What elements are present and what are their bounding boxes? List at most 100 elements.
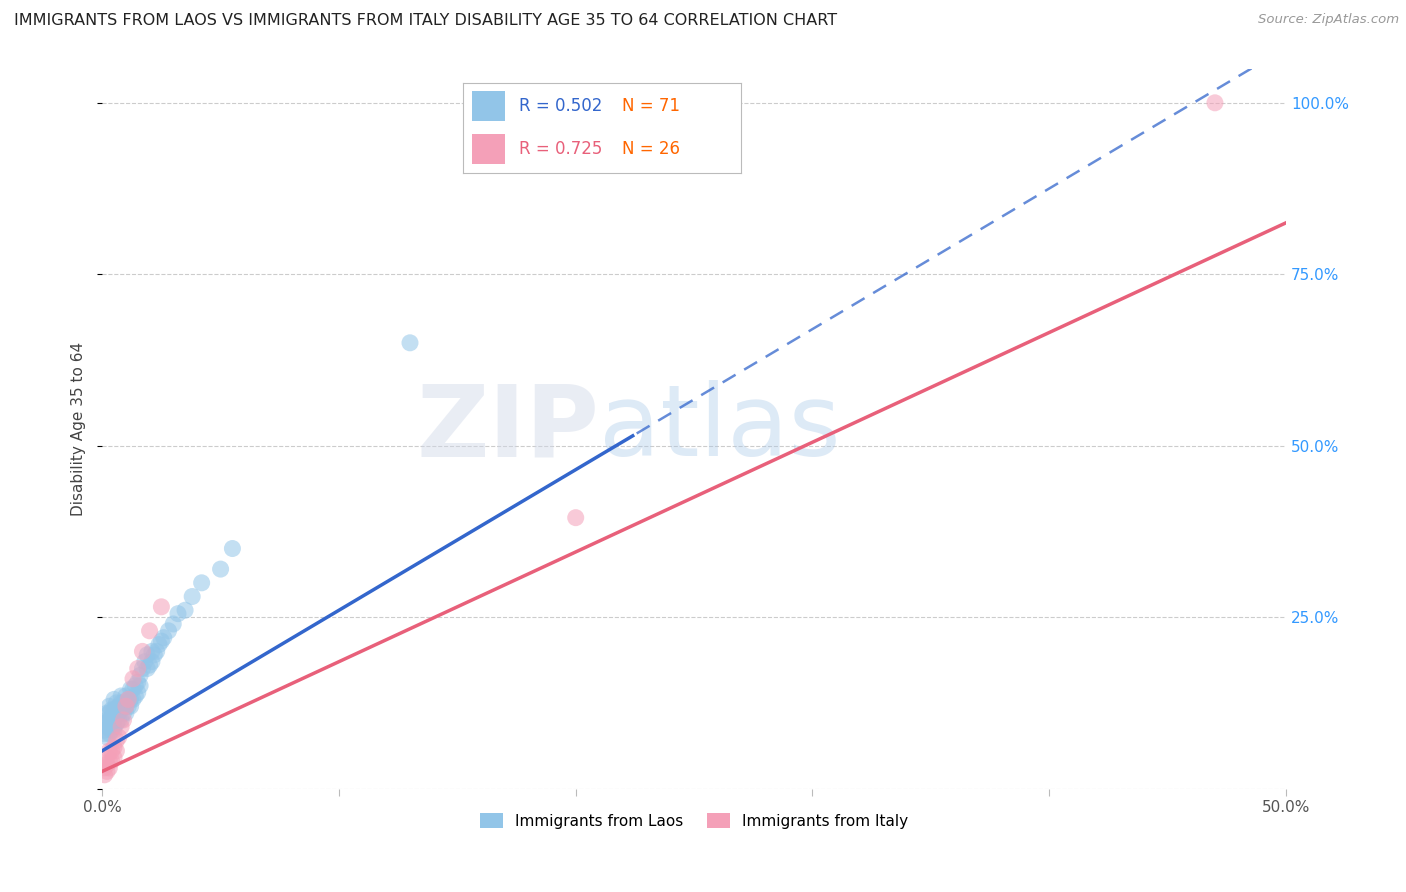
Point [127, 661, 149, 675]
Point [167, 607, 190, 621]
Point [136, 648, 159, 662]
Point [152, 631, 174, 645]
Point [103, 703, 125, 717]
Point [110, 696, 132, 710]
Point [127, 685, 149, 699]
Point [93, 726, 115, 740]
Point [138, 658, 160, 673]
Point [100, 744, 122, 758]
Point [221, 541, 243, 556]
Point [100, 703, 122, 717]
Point [148, 638, 170, 652]
Point [127, 675, 149, 690]
Point [120, 692, 142, 706]
Point [103, 713, 125, 727]
Point [129, 668, 152, 682]
Point [96, 730, 118, 744]
Point [93, 716, 115, 731]
Point [112, 706, 135, 720]
Point [1204, 95, 1226, 110]
Point [107, 699, 129, 714]
Point [141, 655, 163, 669]
Point [174, 603, 197, 617]
Point [120, 682, 142, 697]
Point [93, 768, 115, 782]
Point [93, 723, 115, 738]
Point [209, 562, 232, 576]
Point [120, 699, 142, 714]
Point [112, 713, 135, 727]
Point [124, 689, 146, 703]
Point [136, 661, 159, 675]
Point [93, 761, 115, 775]
Point [96, 750, 118, 764]
Point [107, 713, 129, 727]
Point [122, 692, 145, 706]
Point [138, 624, 160, 638]
Point [98, 726, 121, 740]
Point [141, 644, 163, 658]
Point [105, 744, 128, 758]
Point [115, 699, 138, 714]
Text: Source: ZipAtlas.com: Source: ZipAtlas.com [1258, 13, 1399, 27]
Point [105, 716, 128, 731]
Point [110, 703, 132, 717]
Point [96, 764, 118, 779]
Point [131, 644, 153, 658]
Point [103, 750, 125, 764]
Point [143, 648, 166, 662]
Point [115, 689, 138, 703]
Point [105, 703, 128, 717]
Text: ZIP: ZIP [416, 380, 599, 477]
Point [96, 720, 118, 734]
Point [150, 599, 173, 614]
Point [96, 713, 118, 727]
Point [564, 510, 586, 524]
Text: atlas: atlas [599, 380, 841, 477]
Point [96, 757, 118, 772]
Point [131, 661, 153, 675]
Point [117, 692, 139, 706]
Text: IMMIGRANTS FROM LAOS VS IMMIGRANTS FROM ITALY DISABILITY AGE 35 TO 64 CORRELATIO: IMMIGRANTS FROM LAOS VS IMMIGRANTS FROM … [14, 13, 837, 29]
Point [100, 754, 122, 768]
Point [117, 692, 139, 706]
Point [110, 713, 132, 727]
Point [122, 682, 145, 697]
Point [98, 720, 121, 734]
Point [124, 679, 146, 693]
Point [110, 689, 132, 703]
Point [103, 740, 125, 755]
Point [98, 699, 121, 714]
Point [98, 713, 121, 727]
Legend: Immigrants from Laos, Immigrants from Italy: Immigrants from Laos, Immigrants from It… [474, 806, 914, 835]
Point [103, 692, 125, 706]
Y-axis label: Disability Age 35 to 64: Disability Age 35 to 64 [72, 342, 86, 516]
Point [157, 624, 180, 638]
Point [100, 709, 122, 723]
Point [98, 744, 121, 758]
Point [98, 754, 121, 768]
Point [129, 679, 152, 693]
Point [96, 706, 118, 720]
Point [190, 575, 212, 590]
Point [112, 696, 135, 710]
Point [181, 590, 204, 604]
Point [117, 699, 139, 714]
Point [103, 723, 125, 738]
Point [115, 706, 138, 720]
Point [122, 672, 145, 686]
Point [103, 720, 125, 734]
Point [107, 706, 129, 720]
Point [107, 730, 129, 744]
Point [134, 655, 156, 669]
Point [98, 706, 121, 720]
Point [105, 696, 128, 710]
Point [162, 616, 184, 631]
Point [100, 716, 122, 731]
Point [150, 634, 173, 648]
Point [105, 733, 128, 747]
Point [145, 644, 167, 658]
Point [100, 723, 122, 738]
Point [105, 709, 128, 723]
Point [110, 720, 132, 734]
